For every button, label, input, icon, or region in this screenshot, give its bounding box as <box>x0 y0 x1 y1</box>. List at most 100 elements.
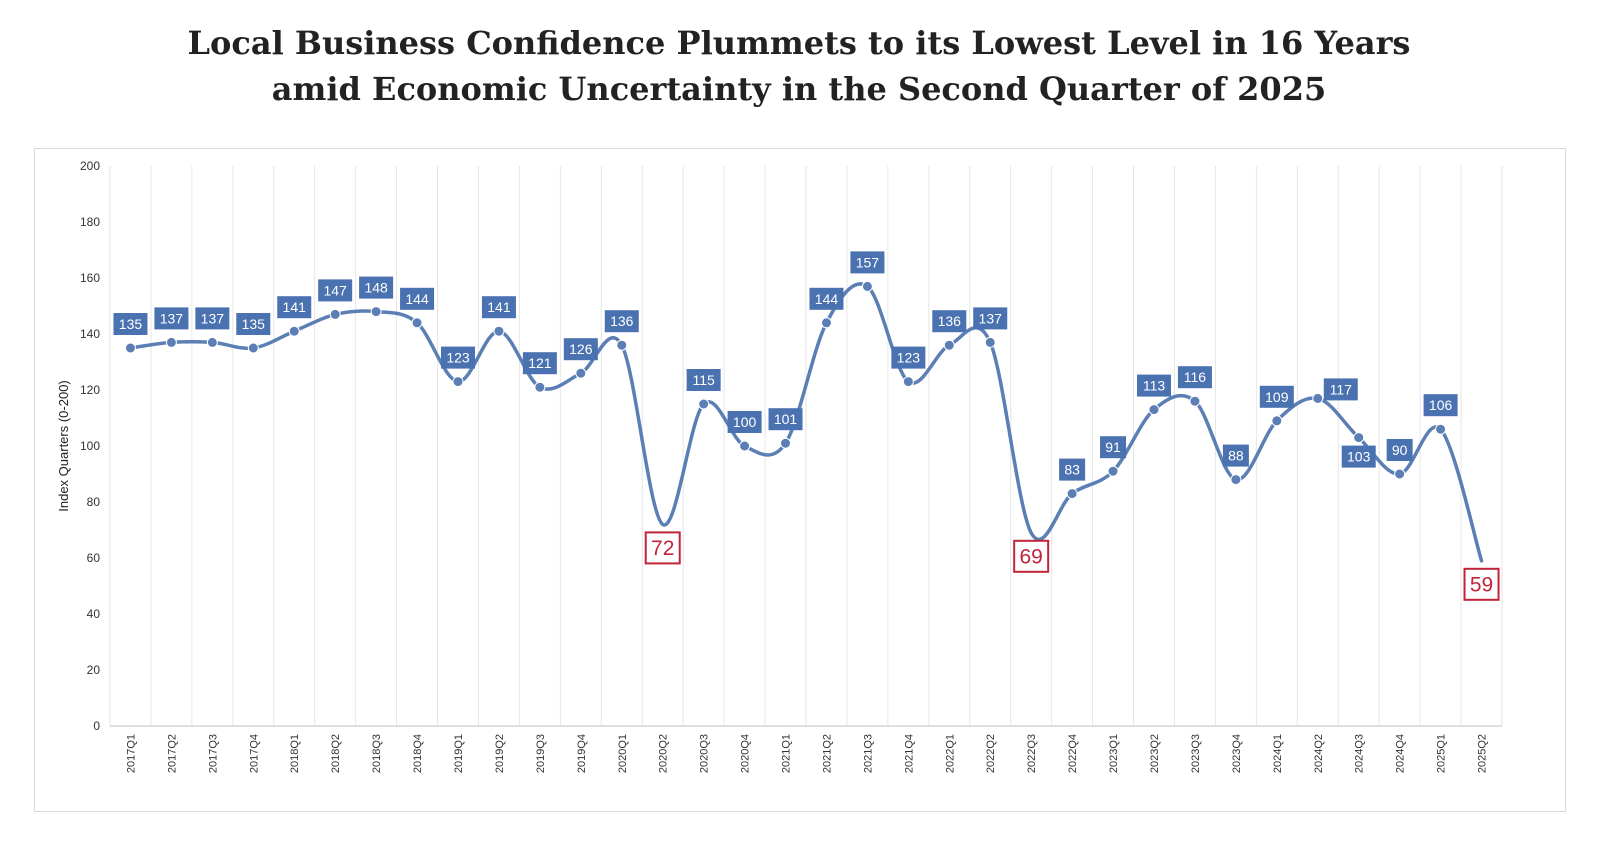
data-label: 83 <box>1064 462 1080 478</box>
data-label-box <box>686 369 721 391</box>
data-label-box <box>932 310 967 333</box>
x-tick-label: 2019Q3 <box>535 734 547 773</box>
data-label-box <box>481 296 516 319</box>
data-label: 135 <box>119 316 143 332</box>
data-label-group-2017q4: 135 <box>236 313 271 335</box>
x-tick-label: 2023Q3 <box>1190 734 1202 773</box>
data-label: 136 <box>938 313 962 329</box>
data-label-box <box>768 408 803 431</box>
data-label-group-2025q2: 59 <box>1463 567 1500 601</box>
data-points <box>124 280 1447 500</box>
x-tick-label: 2022Q2 <box>985 734 997 773</box>
data-label-box <box>400 287 435 310</box>
x-tick-label: 2023Q2 <box>1149 734 1161 773</box>
y-tick-label: 140 <box>80 327 100 341</box>
x-tick-label: 2025Q2 <box>1477 734 1489 773</box>
x-tick-label: 2023Q1 <box>1108 734 1120 773</box>
data-label-group-2019q1: 123 <box>441 346 475 369</box>
data-label-group-2018q1: 141 <box>277 296 312 319</box>
data-label-box <box>850 251 885 274</box>
data-label-group-2021q3: 157 <box>850 251 885 274</box>
data-label: 148 <box>364 280 388 296</box>
data-point-2025q1 <box>1435 423 1447 435</box>
data-label-box <box>522 352 557 375</box>
data-label-box <box>727 411 762 433</box>
data-label-box-highlight <box>1013 539 1050 573</box>
data-label-box <box>1222 444 1249 467</box>
data-label-box <box>277 296 312 319</box>
data-label-box <box>441 346 475 369</box>
data-label: 115 <box>692 372 715 388</box>
data-point-2018q4 <box>411 317 423 329</box>
y-tick-label: 20 <box>87 663 101 677</box>
data-label-box <box>891 346 926 369</box>
data-label-group-2025q1: 106 <box>1423 394 1458 417</box>
data-label-box <box>1100 436 1127 459</box>
data-label-box <box>113 313 148 335</box>
data-label: 109 <box>1265 389 1289 405</box>
data-point-2024q2 <box>1312 392 1324 404</box>
data-label-box <box>563 338 598 361</box>
data-label-group-2023q1: 91 <box>1100 436 1127 459</box>
data-label: 116 <box>1184 369 1207 385</box>
data-point-2017q1 <box>124 342 136 354</box>
y-axis-title: Index Quarters (0-200) <box>56 380 71 512</box>
data-label-box <box>973 307 1008 330</box>
data-label-group-2020q1: 136 <box>604 310 639 333</box>
data-point-2019q1 <box>452 376 464 388</box>
chart-title-line-2: amid Economic Uncertainty in the Second … <box>271 70 1327 108</box>
y-tick-label: 60 <box>87 551 101 565</box>
x-tick-label: 2025Q1 <box>1436 734 1448 773</box>
data-label-group-2021q1: 101 <box>768 408 803 431</box>
data-point-2020q4 <box>739 440 751 452</box>
data-label: 144 <box>405 291 429 307</box>
data-point-2023q2 <box>1148 404 1160 416</box>
data-label: 88 <box>1228 448 1244 464</box>
data-point-2021q3 <box>861 280 873 292</box>
data-point-2018q1 <box>288 325 300 337</box>
x-tick-label: 2019Q2 <box>494 734 506 773</box>
x-tick-label: 2024Q2 <box>1313 734 1325 773</box>
data-label-group-2022q1: 136 <box>932 310 967 333</box>
data-point-2023q1 <box>1107 465 1119 477</box>
x-tick-label: 2018Q2 <box>330 734 342 773</box>
data-label-box <box>809 287 844 310</box>
x-tick-label: 2017Q3 <box>207 734 219 773</box>
x-tick-label: 2022Q1 <box>944 734 956 773</box>
data-label-group-2017q1: 135 <box>113 313 148 335</box>
data-label: 123 <box>446 350 470 366</box>
x-tick-label: 2022Q4 <box>1067 734 1079 773</box>
data-label: 100 <box>733 414 757 430</box>
data-labels: 135 137 137 135 141 147 148 144 123 141 121 126 136 7… <box>113 251 1500 601</box>
x-tick-label: 2018Q1 <box>289 734 301 773</box>
data-label-box <box>1177 366 1212 389</box>
data-label: 91 <box>1105 439 1121 455</box>
data-label-group-2022q4: 83 <box>1059 458 1086 481</box>
y-tick-label: 80 <box>87 495 101 509</box>
data-label: 72 <box>651 537 674 560</box>
data-point-2024q3 <box>1353 432 1365 444</box>
data-label-box <box>318 279 353 302</box>
x-tick-label: 2024Q4 <box>1395 734 1407 773</box>
data-label: 147 <box>323 282 347 298</box>
data-label-group-2021q4: 123 <box>891 346 926 369</box>
data-label-box <box>1386 439 1413 461</box>
data-label-group-2020q3: 115 <box>686 369 721 391</box>
data-label: 103 <box>1347 449 1371 465</box>
data-point-2023q3 <box>1189 395 1201 407</box>
data-label-box <box>604 310 639 333</box>
data-point-2022q1 <box>943 339 955 351</box>
data-label-box <box>1059 458 1086 481</box>
data-label-box <box>236 313 271 335</box>
data-label-group-2020q2: 72 <box>644 531 681 565</box>
data-point-2020q3 <box>698 398 710 410</box>
data-label-box <box>359 276 394 299</box>
data-label: 123 <box>897 350 921 366</box>
data-label-group-2018q3: 148 <box>359 276 394 299</box>
data-point-2024q4 <box>1394 468 1406 480</box>
y-tick-label: 40 <box>87 607 101 621</box>
data-point-2021q4 <box>902 376 914 388</box>
data-label-group-2019q2: 141 <box>481 296 516 319</box>
data-label: 141 <box>283 299 307 315</box>
data-point-2019q3 <box>534 381 546 393</box>
